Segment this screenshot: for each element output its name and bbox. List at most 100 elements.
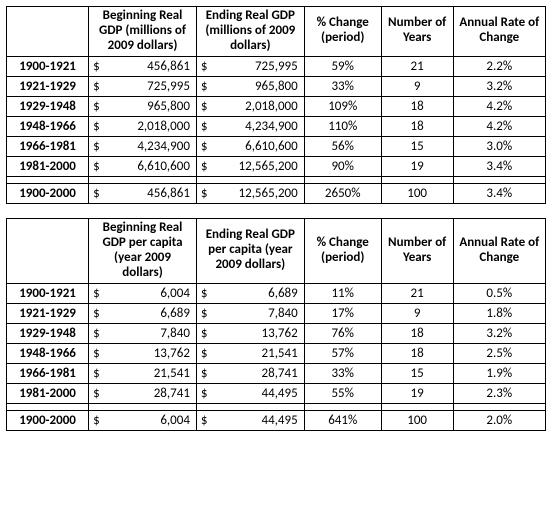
header-blank [7,7,89,57]
cell-pct: 109% [304,96,381,116]
cell-years: 100 [381,183,453,203]
table-row: 1948-1966$13,762$21,54157%182.5% [7,343,546,363]
cell-begin: $456,861 [89,56,197,76]
table-row: 1929-1948$7,840$13,76276%183.2% [7,323,546,343]
cell-begin: $6,689 [89,303,197,323]
header-rate: Annual Rate of Change [453,7,545,57]
cell-end: $44,495 [196,383,304,403]
cell-period: 1981-2000 [7,156,89,176]
header-beginning: Beginning Real GDP per capita (year 2009… [89,218,197,283]
cell-end: $28,741 [196,363,304,383]
cell-period: 1921-1929 [7,303,89,323]
cell-rate: 4.2% [453,96,545,116]
cell-end: $12,565,200 [196,156,304,176]
cell-pct: 33% [304,363,381,383]
spacer-row [7,176,546,183]
cell-end: $965,800 [196,76,304,96]
header-rate: Annual Rate of Change [453,218,545,283]
gdp-per-capita-table: Beginning Real GDP per capita (year 2009… [6,218,546,431]
cell-end: $12,565,200 [196,183,304,203]
gdp-table: Beginning Real GDP (millions of 2009 dol… [6,6,546,204]
table-row: 1921-1929$6,689$7,84017%91.8% [7,303,546,323]
table-row: 1929-1948$965,800$2,018,000109%184.2% [7,96,546,116]
cell-pct: 641% [304,410,381,430]
cell-end: $6,610,600 [196,136,304,156]
cell-pct: 90% [304,156,381,176]
cell-rate: 2.2% [453,56,545,76]
cell-years: 18 [381,323,453,343]
cell-begin: $725,995 [89,76,197,96]
cell-rate: 0.5% [453,283,545,303]
cell-begin: $6,004 [89,410,197,430]
cell-begin: $2,018,000 [89,116,197,136]
cell-years: 19 [381,383,453,403]
cell-rate: 1.8% [453,303,545,323]
cell-pct: 110% [304,116,381,136]
cell-end: $4,234,900 [196,116,304,136]
header-pct: % Change (period) [304,218,381,283]
cell-period: 1929-1948 [7,96,89,116]
cell-end: $7,840 [196,303,304,323]
cell-period: 1900-1921 [7,283,89,303]
cell-years: 18 [381,116,453,136]
cell-rate: 3.4% [453,183,545,203]
cell-rate: 3.0% [453,136,545,156]
cell-period: 1948-1966 [7,116,89,136]
cell-years: 21 [381,283,453,303]
table-row: 1900-1921$6,004$6,68911%210.5% [7,283,546,303]
cell-end: $21,541 [196,343,304,363]
header-years: Number of Years [381,7,453,57]
header-ending: Ending Real GDP per capita (year 2009 do… [196,218,304,283]
table-row: 1981-2000$6,610,600$12,565,20090%193.4% [7,156,546,176]
cell-period: 1900-1921 [7,56,89,76]
cell-years: 9 [381,303,453,323]
gdp-table-body: 1900-1921$456,861$725,99559%212.2%1921-1… [7,56,546,203]
cell-period: 1921-1929 [7,76,89,96]
header-pct: % Change (period) [304,7,381,57]
cell-begin: $6,610,600 [89,156,197,176]
header-years: Number of Years [381,218,453,283]
cell-pct: 11% [304,283,381,303]
cell-period: 1948-1966 [7,343,89,363]
cell-years: 18 [381,343,453,363]
cell-period: 1900-2000 [7,410,89,430]
cell-pct: 59% [304,56,381,76]
cell-begin: $7,840 [89,323,197,343]
spacer-row [7,403,546,410]
table-total-row: 1900-2000$6,004$44,495641%1002.0% [7,410,546,430]
cell-begin: $4,234,900 [89,136,197,156]
table-header-row: Beginning Real GDP per capita (year 2009… [7,218,546,283]
cell-years: 100 [381,410,453,430]
cell-rate: 2.3% [453,383,545,403]
table-row: 1966-1981$21,541$28,74133%151.9% [7,363,546,383]
cell-period: 1929-1948 [7,323,89,343]
cell-begin: $6,004 [89,283,197,303]
cell-begin: $21,541 [89,363,197,383]
cell-end: $2,018,000 [196,96,304,116]
table-row: 1921-1929$725,995$965,80033%93.2% [7,76,546,96]
cell-years: 15 [381,136,453,156]
cell-years: 9 [381,76,453,96]
cell-years: 19 [381,156,453,176]
table-row: 1966-1981$4,234,900$6,610,60056%153.0% [7,136,546,156]
cell-period: 1900-2000 [7,183,89,203]
table-total-row: 1900-2000$456,861$12,565,2002650%1003.4% [7,183,546,203]
header-beginning: Beginning Real GDP (millions of 2009 dol… [89,7,197,57]
cell-years: 21 [381,56,453,76]
cell-pct: 56% [304,136,381,156]
table-row: 1900-1921$456,861$725,99559%212.2% [7,56,546,76]
table-header-row: Beginning Real GDP (millions of 2009 dol… [7,7,546,57]
cell-rate: 2.0% [453,410,545,430]
cell-pct: 2650% [304,183,381,203]
cell-begin: $28,741 [89,383,197,403]
cell-begin: $13,762 [89,343,197,363]
cell-pct: 57% [304,343,381,363]
cell-end: $13,762 [196,323,304,343]
gdp-per-capita-table-body: 1900-1921$6,004$6,68911%210.5%1921-1929$… [7,283,546,430]
cell-rate: 3.2% [453,323,545,343]
cell-pct: 33% [304,76,381,96]
cell-rate: 3.2% [453,76,545,96]
cell-rate: 4.2% [453,116,545,136]
cell-period: 1966-1981 [7,136,89,156]
cell-years: 18 [381,96,453,116]
